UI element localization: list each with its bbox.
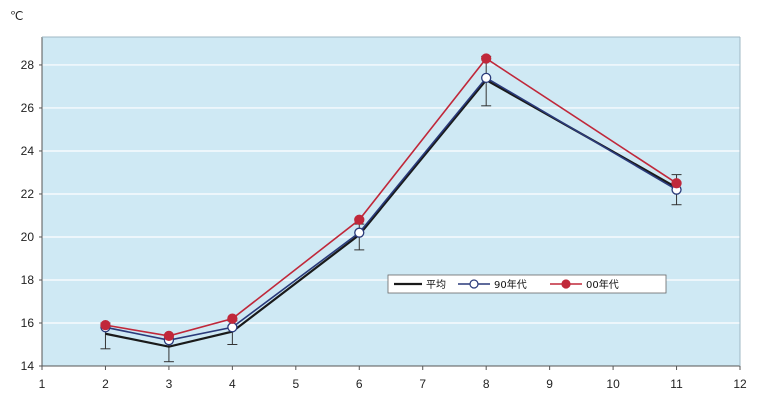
x-tick-label-8: 8 xyxy=(483,377,490,391)
x-tick-label-6: 6 xyxy=(356,377,363,391)
y-tick-label-14: 14 xyxy=(21,359,35,373)
x-tick-label-12: 12 xyxy=(733,377,747,391)
x-tick-label-10: 10 xyxy=(606,377,620,391)
legend-label-00s: 00年代 xyxy=(586,278,619,291)
plot-area xyxy=(42,37,740,366)
x-tick-label-1: 1 xyxy=(39,377,46,391)
x-tick-labels: 1 2 3 4 5 6 7 8 9 10 11 12 xyxy=(39,366,747,391)
x-tick-label-9: 9 xyxy=(546,377,553,391)
x-tick-label-3: 3 xyxy=(166,377,173,391)
series-markers xyxy=(100,53,682,346)
y-tick-label-16: 16 xyxy=(21,316,35,330)
legend-label-avg: 平均 xyxy=(426,279,446,291)
marker-00s-11 xyxy=(671,178,682,189)
series-line-avg xyxy=(105,78,678,348)
x-tick-label-11: 11 xyxy=(670,377,683,391)
legend-marker-00s xyxy=(561,279,571,289)
gridlines xyxy=(42,64,740,324)
x-tick-label-5: 5 xyxy=(292,377,299,391)
marker-00s-3 xyxy=(163,330,175,342)
axes xyxy=(41,36,741,367)
marker-90s-8 xyxy=(481,72,492,84)
marker-90s-6 xyxy=(354,227,365,238)
series-lines xyxy=(105,57,678,348)
legend-label-90s: 90年代 xyxy=(494,278,527,291)
legend: 平均 90年代 00年代 xyxy=(387,274,667,294)
x-tick-label-4: 4 xyxy=(229,377,236,391)
y-tick-label-22: 22 xyxy=(21,187,35,201)
marker-00s-2 xyxy=(100,319,111,331)
series-line-00s xyxy=(105,57,677,337)
marker-90s-4 xyxy=(227,322,238,333)
y-tick-label-28: 28 xyxy=(21,58,35,72)
y-tick-labels: 14 16 18 20 22 24 26 28 xyxy=(21,58,42,373)
y-tick-label-20: 20 xyxy=(21,230,35,244)
legend-box xyxy=(387,274,667,294)
y-tick-label-24: 24 xyxy=(21,144,35,158)
marker-00s-8 xyxy=(481,53,492,64)
series-line-90s xyxy=(105,76,677,342)
y-tick-label-26: 26 xyxy=(21,101,35,115)
y-tick-label-18: 18 xyxy=(21,273,35,287)
legend-marker-90s xyxy=(469,279,479,289)
x-tick-label-2: 2 xyxy=(102,377,109,391)
marker-00s-4 xyxy=(227,313,238,324)
marker-00s-6 xyxy=(354,214,365,225)
y-axis-unit: ℃ xyxy=(10,9,23,23)
x-tick-label-7: 7 xyxy=(419,377,426,391)
